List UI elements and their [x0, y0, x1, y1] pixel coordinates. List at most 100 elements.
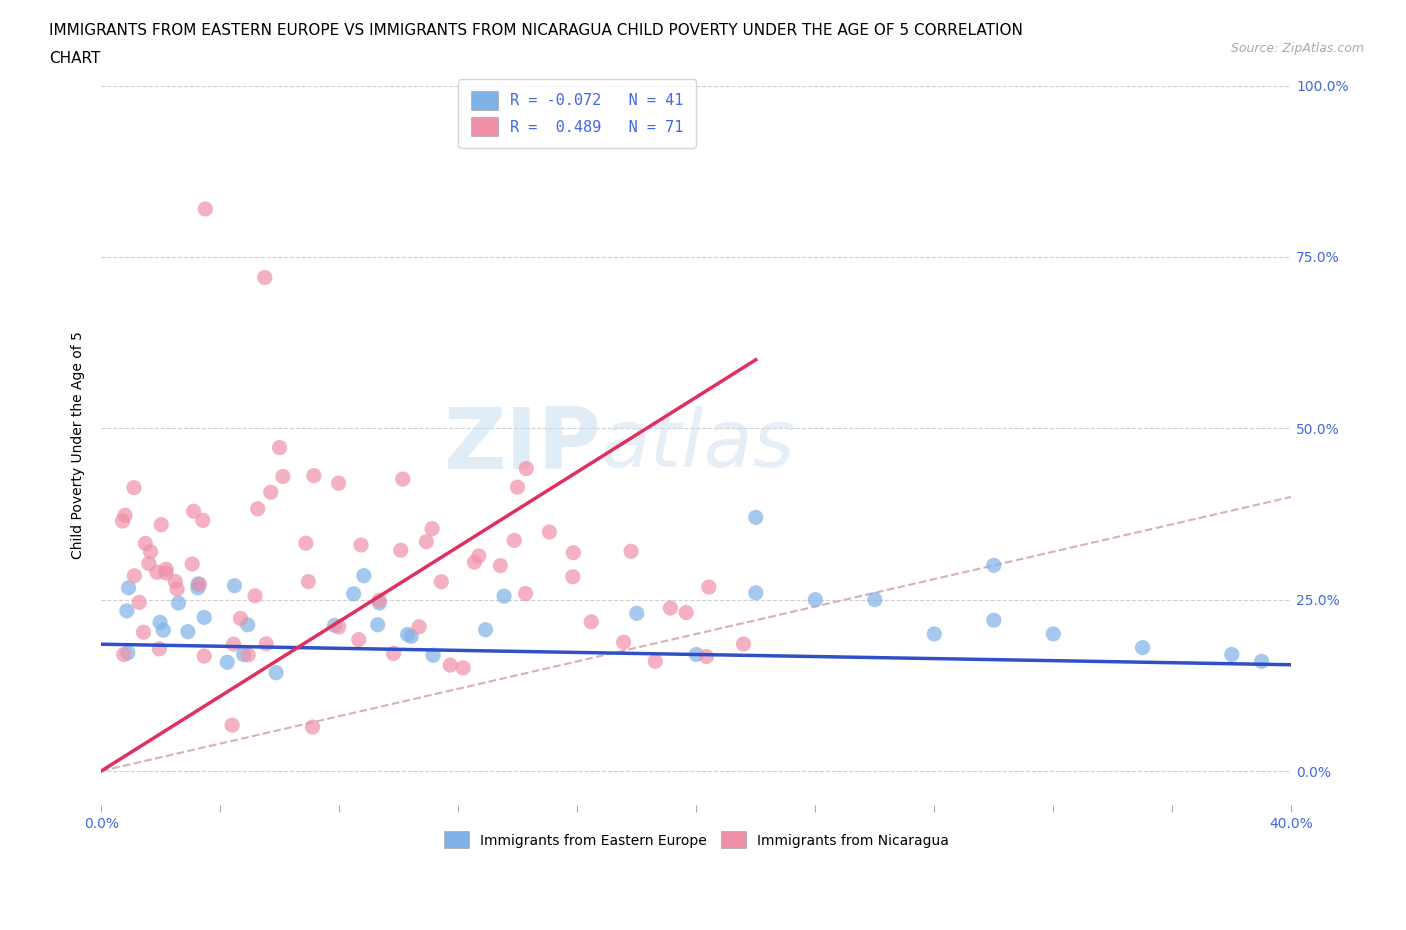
- Point: [613, 635, 636, 650]
- Point: [146, 565, 169, 579]
- Point: [368, 595, 391, 610]
- Point: [191, 513, 214, 528]
- Point: [193, 648, 215, 663]
- Text: Source: ZipAtlas.com: Source: ZipAtlas.com: [1230, 42, 1364, 55]
- Point: [1250, 654, 1272, 669]
- Point: [217, 655, 239, 670]
- Point: [260, 485, 283, 499]
- Point: [302, 468, 325, 483]
- Point: [464, 554, 486, 569]
- Point: [350, 538, 373, 552]
- Point: [269, 440, 291, 455]
- Point: [271, 469, 294, 484]
- Point: [193, 610, 215, 625]
- Point: [367, 618, 389, 632]
- Point: [468, 549, 491, 564]
- Point: [620, 544, 643, 559]
- Point: [124, 568, 146, 583]
- Point: [745, 510, 768, 525]
- Text: ZIP: ZIP: [443, 404, 600, 487]
- Point: [506, 480, 529, 495]
- Point: [253, 270, 276, 285]
- Point: [474, 622, 496, 637]
- Point: [659, 601, 682, 616]
- Point: [581, 615, 603, 630]
- Point: [561, 569, 583, 584]
- Point: [187, 580, 209, 595]
- Point: [1042, 627, 1064, 642]
- Legend: Immigrants from Eastern Europe, Immigrants from Nicaragua: Immigrants from Eastern Europe, Immigran…: [433, 820, 960, 859]
- Point: [222, 637, 245, 652]
- Point: [150, 517, 173, 532]
- Point: [155, 565, 177, 580]
- Point: [323, 618, 346, 632]
- Point: [183, 504, 205, 519]
- Point: [236, 618, 259, 632]
- Point: [924, 627, 946, 642]
- Point: [697, 579, 720, 594]
- Point: [112, 647, 135, 662]
- Point: [264, 665, 287, 680]
- Point: [489, 558, 512, 573]
- Point: [111, 513, 134, 528]
- Point: [396, 627, 419, 642]
- Point: [382, 646, 405, 661]
- Point: [675, 605, 697, 620]
- Point: [983, 558, 1005, 573]
- Point: [238, 647, 260, 662]
- Point: [430, 575, 453, 590]
- Point: [420, 522, 443, 537]
- Point: [301, 720, 323, 735]
- Point: [1132, 640, 1154, 655]
- Point: [328, 476, 350, 491]
- Point: [503, 533, 526, 548]
- Point: [134, 536, 156, 551]
- Point: [254, 636, 277, 651]
- Point: [644, 654, 666, 669]
- Point: [194, 202, 217, 217]
- Point: [246, 501, 269, 516]
- Point: [148, 642, 170, 657]
- Point: [347, 632, 370, 647]
- Point: [128, 595, 150, 610]
- Point: [117, 645, 139, 660]
- Point: [155, 562, 177, 577]
- Point: [328, 619, 350, 634]
- Point: [1220, 647, 1243, 662]
- Point: [863, 592, 886, 607]
- Point: [132, 625, 155, 640]
- Point: [188, 577, 211, 591]
- Point: [139, 544, 162, 559]
- Point: [115, 604, 138, 618]
- Point: [165, 574, 187, 589]
- Point: [232, 647, 254, 662]
- Point: [515, 461, 537, 476]
- Point: [695, 649, 717, 664]
- Point: [733, 637, 755, 652]
- Point: [149, 615, 172, 630]
- Point: [626, 606, 648, 621]
- Point: [122, 480, 145, 495]
- Point: [685, 647, 707, 662]
- Point: [415, 534, 437, 549]
- Point: [138, 556, 160, 571]
- Point: [368, 593, 391, 608]
- Point: [408, 619, 430, 634]
- Point: [422, 648, 444, 663]
- Point: [166, 581, 188, 596]
- Point: [745, 585, 768, 600]
- Text: atlas: atlas: [600, 406, 796, 485]
- Point: [451, 660, 474, 675]
- Point: [353, 568, 375, 583]
- Point: [177, 624, 200, 639]
- Point: [117, 580, 139, 595]
- Point: [295, 536, 318, 551]
- Point: [439, 658, 461, 672]
- Point: [167, 595, 190, 610]
- Point: [114, 508, 136, 523]
- Point: [562, 545, 585, 560]
- Point: [515, 586, 537, 601]
- Point: [181, 556, 204, 571]
- Point: [221, 718, 243, 733]
- Point: [152, 623, 174, 638]
